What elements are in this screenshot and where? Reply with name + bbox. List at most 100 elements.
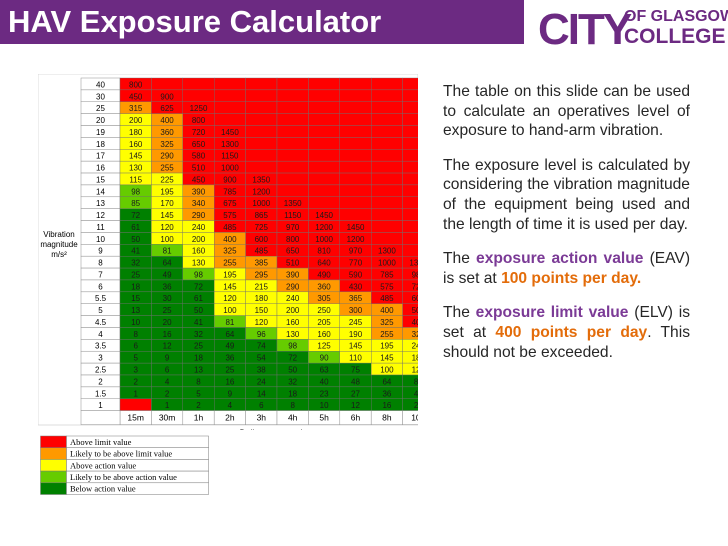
cell-value: 16 — [382, 401, 391, 410]
cell-value: 32 — [194, 330, 203, 339]
cell-value: 130 — [129, 164, 143, 173]
table-cell — [308, 137, 340, 150]
table-cell — [245, 137, 278, 150]
legend-swatch — [40, 482, 67, 495]
table-cell — [339, 101, 372, 114]
table-cell — [213, 113, 246, 126]
cell-value: 1450 — [315, 211, 333, 220]
table-cell — [119, 398, 152, 411]
magnitude-label: 25 — [96, 104, 105, 113]
table-cell — [402, 172, 435, 186]
cell-value: 64 — [382, 377, 391, 386]
magnitude-label: 7 — [98, 270, 103, 279]
cell-value: 41 — [194, 318, 203, 327]
cell-value: 38 — [257, 366, 266, 375]
cell-value: 225 — [160, 175, 174, 184]
cell-value: 180 — [412, 354, 418, 363]
legend-swatch — [40, 447, 67, 460]
cell-value: 240 — [286, 294, 300, 303]
cell-value: 36 — [225, 354, 234, 363]
table-cell — [371, 208, 403, 221]
cell-value: 360 — [160, 128, 174, 137]
cell-value: 18 — [194, 354, 203, 363]
cell-value: 18 — [288, 389, 297, 398]
magnitude-label: 1.5 — [95, 389, 107, 398]
cell-value: 24 — [257, 377, 266, 386]
magnitude-label: 1 — [98, 401, 103, 410]
cell-value: 160 — [129, 140, 143, 149]
cell-value: 160 — [192, 247, 206, 256]
legend-label: Below action value — [70, 484, 136, 494]
table-cell — [402, 244, 435, 257]
cell-value: 145 — [380, 354, 394, 363]
cell-value: 510 — [192, 164, 206, 173]
table-cell — [339, 184, 372, 197]
cell-value: 510 — [286, 259, 300, 268]
cell-value: 485 — [223, 223, 237, 232]
table-cell — [276, 89, 309, 102]
table-cell — [402, 232, 435, 245]
cell-value: 725 — [255, 223, 269, 232]
cell-value: 340 — [192, 199, 206, 208]
cell-value: 120 — [223, 294, 237, 303]
cell-value: 485 — [380, 294, 394, 303]
cell-value: 300 — [349, 306, 363, 315]
cell-value: 16 — [225, 377, 234, 386]
table-cell — [371, 172, 403, 186]
cell-value: 98 — [288, 342, 297, 351]
table-cell — [213, 89, 246, 102]
cell-value: 1300 — [378, 247, 396, 256]
cell-value: 625 — [160, 104, 174, 113]
cell-value: 64 — [225, 330, 234, 339]
cell-value: 500 — [412, 306, 418, 315]
cell-value: 650 — [192, 140, 206, 149]
cell-value: 2 — [133, 377, 138, 386]
magnitude-label: 9 — [98, 247, 103, 256]
cell-value: 240 — [192, 223, 206, 232]
cell-value: 41 — [131, 247, 140, 256]
table-cell — [402, 184, 435, 197]
cell-value: 250 — [317, 306, 331, 315]
magnitude-label: 18 — [96, 140, 105, 149]
table-cell — [245, 125, 278, 138]
table-cell — [402, 125, 435, 138]
cell-value: 98 — [194, 270, 203, 279]
magnitude-label: 10 — [96, 235, 105, 244]
legend-label: Likely to be above action value — [70, 472, 177, 482]
cell-value: 5 — [196, 389, 201, 398]
cell-value: 970 — [349, 247, 363, 256]
table-cell — [245, 113, 278, 126]
y-axis-label: magnitude — [40, 240, 78, 249]
cell-value: 255 — [223, 259, 237, 268]
table-cell — [276, 149, 309, 162]
cell-value: 190 — [349, 330, 363, 339]
paragraph-calculation: The exposure level is calculated by cons… — [443, 156, 690, 233]
column-label: 1h — [194, 413, 204, 423]
slide-header: HAV Exposure Calculator CITY OF GLASGOW … — [0, 0, 728, 54]
magnitude-label: 3.5 — [95, 342, 107, 351]
cell-value: 1000 — [221, 164, 239, 173]
cell-value: 72 — [194, 282, 203, 291]
table-cell — [308, 113, 340, 126]
cell-value: 98 — [131, 187, 140, 196]
y-axis-label: m/s² — [51, 250, 67, 259]
cell-value: 145 — [160, 211, 174, 220]
cell-value: 2 — [165, 389, 170, 398]
cell-value: 4 — [228, 401, 233, 410]
cell-value: 13 — [131, 306, 140, 315]
cell-value: 255 — [380, 330, 394, 339]
table-cell — [339, 196, 372, 209]
table-cell — [339, 77, 372, 91]
column-label: 3h — [257, 413, 267, 423]
cell-value: 1150 — [284, 211, 302, 220]
table-cell — [182, 89, 215, 102]
cell-value: 145 — [129, 152, 143, 161]
table-cell — [371, 160, 403, 174]
cell-value: 1 — [165, 401, 170, 410]
cell-value: 385 — [255, 259, 269, 268]
cell-value: 360 — [317, 282, 331, 291]
column-label: 5h — [319, 413, 329, 423]
table-cell — [402, 149, 435, 162]
elv-value: 400 points per day — [495, 323, 648, 341]
table-cell — [276, 125, 309, 138]
